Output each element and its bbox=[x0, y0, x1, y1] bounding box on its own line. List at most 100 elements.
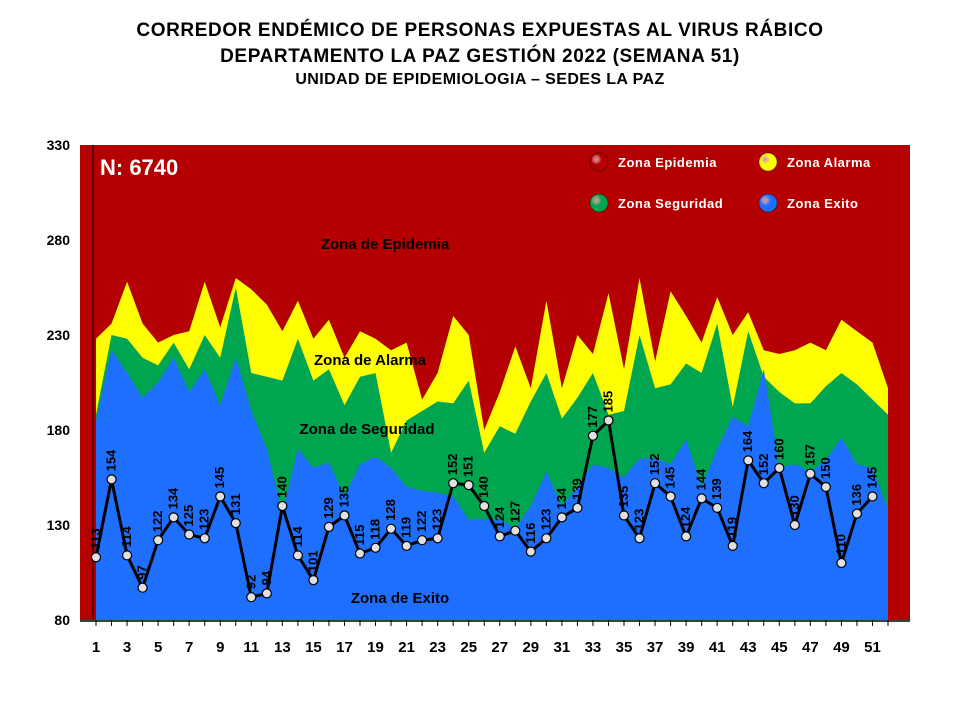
x-tick-label: 5 bbox=[154, 639, 162, 656]
zone-label-exito: Zona de Exito bbox=[351, 590, 449, 607]
observed-point bbox=[277, 500, 288, 512]
observed-point bbox=[168, 512, 179, 523]
observed-point bbox=[448, 478, 459, 489]
observed-value-label: 113 bbox=[88, 528, 103, 549]
observed-value-label: 124 bbox=[492, 506, 507, 528]
observed-point bbox=[634, 533, 645, 544]
observed-value-label: 135 bbox=[336, 486, 351, 508]
observed-value-label: 152 bbox=[647, 453, 662, 475]
observed-point bbox=[789, 519, 800, 531]
legend-label-epidemia: Zona Epidemia bbox=[618, 155, 717, 170]
observed-point bbox=[696, 493, 707, 504]
observed-value-label: 135 bbox=[616, 486, 631, 508]
observed-value-label: 119 bbox=[725, 517, 740, 538]
observed-value-label: 114 bbox=[119, 526, 134, 548]
x-tick-label: 43 bbox=[740, 639, 757, 656]
observed-point bbox=[556, 512, 567, 523]
observed-point bbox=[199, 533, 210, 544]
observed-value-label: 119 bbox=[399, 517, 414, 538]
x-tick-label: 37 bbox=[647, 639, 664, 656]
observed-point bbox=[370, 542, 381, 553]
y-tick-label: 330 bbox=[47, 137, 71, 153]
observed-point bbox=[230, 517, 241, 529]
x-tick-label: 9 bbox=[216, 639, 224, 656]
observed-point bbox=[587, 430, 599, 441]
observed-value-label: 92 bbox=[243, 575, 258, 589]
legend-label-alarma: Zona Alarma bbox=[787, 155, 871, 170]
observed-value-label: 140 bbox=[274, 476, 289, 498]
observed-point bbox=[184, 529, 195, 540]
observed-point bbox=[541, 533, 552, 544]
x-tick-label: 35 bbox=[616, 639, 633, 656]
observed-point bbox=[339, 510, 350, 521]
y-tick-label: 180 bbox=[47, 422, 71, 438]
observed-point bbox=[292, 550, 303, 561]
x-tick-label: 1 bbox=[92, 639, 100, 656]
observed-point bbox=[261, 588, 272, 599]
observed-point bbox=[758, 478, 769, 489]
observed-value-label: 160 bbox=[771, 438, 786, 460]
observed-point bbox=[867, 491, 878, 502]
observed-value-label: 122 bbox=[414, 510, 429, 532]
observed-point bbox=[510, 525, 521, 536]
zone-label-alarma: Zona de Alarma bbox=[314, 352, 427, 369]
observed-value-label: 114 bbox=[290, 526, 305, 548]
observed-value-label: 128 bbox=[383, 499, 398, 521]
observed-value-label: 177 bbox=[585, 406, 600, 428]
observed-value-label: 134 bbox=[554, 487, 569, 509]
observed-value-label: 122 bbox=[150, 510, 165, 532]
x-tick-label: 33 bbox=[585, 639, 602, 656]
x-tick-label: 21 bbox=[398, 639, 415, 656]
observed-value-label: 131 bbox=[228, 493, 243, 515]
legend-label-exito: Zona Exito bbox=[787, 196, 858, 211]
legend-label-seguridad: Zona Seguridad bbox=[618, 196, 723, 211]
observed-point bbox=[308, 574, 319, 586]
legend-swatch-seguridad bbox=[589, 193, 609, 213]
observed-point bbox=[463, 480, 474, 491]
observed-point bbox=[354, 548, 366, 559]
x-tick-label: 23 bbox=[429, 639, 446, 656]
observed-value-label: 150 bbox=[818, 457, 833, 479]
observed-value-label: 125 bbox=[181, 505, 196, 527]
observed-value-label: 157 bbox=[802, 444, 817, 466]
x-tick-label: 49 bbox=[833, 639, 850, 656]
observed-value-label: 134 bbox=[166, 487, 181, 509]
observed-value-label: 118 bbox=[368, 519, 383, 540]
observed-value-label: 140 bbox=[476, 476, 491, 498]
observed-point bbox=[246, 592, 257, 603]
observed-point bbox=[681, 531, 692, 542]
chart-title: CORREDOR ENDÉMICO DE PERSONAS EXPUESTAS … bbox=[136, 20, 824, 41]
observed-point bbox=[649, 478, 661, 489]
observed-point bbox=[215, 491, 226, 502]
chart-title-line2: DEPARTAMENTO LA PAZ GESTIÓN 2022 (SEMANA… bbox=[220, 46, 740, 67]
x-tick-label: 3 bbox=[123, 639, 131, 656]
x-tick-label: 39 bbox=[678, 639, 695, 656]
observed-value-label: 115 bbox=[352, 525, 367, 546]
y-tick-label: 280 bbox=[47, 232, 71, 248]
x-tick-label: 51 bbox=[864, 639, 881, 656]
x-tick-label: 7 bbox=[185, 639, 193, 656]
observed-point bbox=[805, 468, 816, 479]
x-tick-label: 45 bbox=[771, 639, 788, 656]
observed-point bbox=[153, 535, 164, 546]
x-tick-label: 19 bbox=[367, 639, 384, 656]
observed-value-label: 124 bbox=[678, 506, 693, 528]
observed-value-label: 97 bbox=[135, 565, 150, 579]
observed-point bbox=[774, 462, 785, 474]
observed-value-label: 139 bbox=[569, 478, 584, 500]
observed-value-label: 139 bbox=[709, 478, 724, 500]
observed-value-label: 154 bbox=[104, 449, 119, 471]
observed-point bbox=[743, 455, 754, 466]
observed-value-label: 145 bbox=[663, 467, 678, 489]
observed-value-label: 123 bbox=[538, 509, 553, 531]
observed-point bbox=[432, 533, 443, 544]
chart-subtitle: UNIDAD DE EPIDEMIOLOGIA – SEDES LA PAZ bbox=[295, 71, 665, 88]
observed-point bbox=[401, 540, 412, 552]
observed-point bbox=[836, 557, 847, 569]
observed-value-label: 123 bbox=[430, 509, 445, 531]
legend-swatch-alarma bbox=[758, 152, 778, 172]
observed-value-label: 129 bbox=[321, 497, 336, 519]
x-tick-label: 47 bbox=[802, 639, 819, 656]
observed-value-label: 145 bbox=[212, 467, 227, 489]
